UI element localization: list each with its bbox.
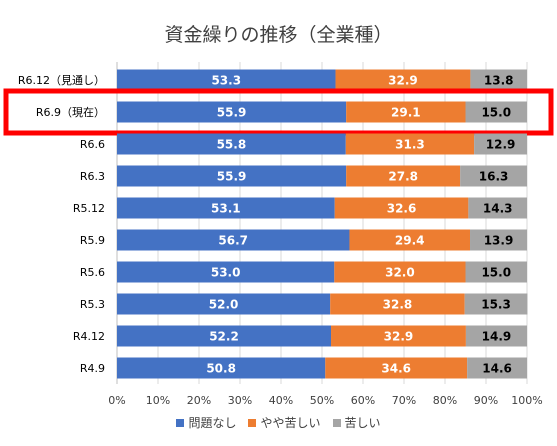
data-label: 31.3	[395, 138, 425, 152]
bar-segment	[334, 261, 466, 283]
bar-segment	[117, 133, 346, 155]
bar-segment	[349, 229, 471, 251]
data-label: 53.3	[211, 74, 241, 88]
bar-segment	[470, 69, 527, 91]
data-label: 56.7	[218, 234, 248, 248]
bar-segment	[474, 133, 527, 155]
data-label: 29.1	[391, 106, 421, 120]
x-tick-label: 80%	[433, 394, 457, 407]
bar-segment	[117, 101, 347, 123]
bar-segment	[330, 293, 465, 315]
data-label: 55.9	[217, 106, 247, 120]
bar-segment	[464, 293, 528, 315]
x-tick-label: 0%	[108, 394, 125, 407]
chart-title: 資金繰りの推移（全業種）	[164, 24, 393, 46]
data-label: 15.0	[481, 106, 511, 120]
legend-swatch	[248, 418, 257, 427]
data-label: 32.8	[383, 298, 413, 312]
bar-segment	[325, 357, 468, 379]
legend-label: 問題なし	[188, 416, 237, 430]
bar-segment	[117, 165, 347, 187]
data-label: 55.9	[217, 170, 247, 184]
data-label: 53.1	[211, 202, 241, 216]
bar-segment	[470, 229, 527, 251]
bar-segment	[346, 165, 461, 187]
legend-item: 問題なし	[176, 414, 236, 431]
bar-segment	[117, 197, 335, 219]
x-tick-label: 30%	[228, 394, 252, 407]
data-label: 52.2	[209, 330, 239, 344]
bar-segment	[467, 357, 527, 379]
bar-segment	[345, 133, 475, 155]
legend: 問題なし やや苦しい 苦しい	[0, 414, 557, 431]
x-tick-label: 60%	[351, 394, 375, 407]
category-label: R5.3	[80, 298, 105, 311]
data-label: 32.0	[385, 266, 415, 280]
legend-swatch	[332, 418, 341, 427]
bar-segment	[117, 69, 336, 91]
x-tick-label: 70%	[392, 394, 416, 407]
data-label: 15.3	[481, 298, 511, 312]
legend-label: 苦しい	[344, 416, 381, 430]
data-label: 27.8	[388, 170, 418, 184]
data-label: 29.4	[395, 234, 425, 248]
bar-segment	[460, 165, 527, 187]
data-label: 16.3	[479, 170, 509, 184]
x-tick-label: 20%	[187, 394, 211, 407]
data-label: 14.9	[482, 330, 512, 344]
category-label: R4.12	[73, 330, 105, 343]
data-label: 52.0	[209, 298, 239, 312]
category-label: R6.9（現在）	[36, 106, 105, 119]
category-label: R6.12（見通し）	[18, 74, 105, 87]
bar-segment	[117, 293, 331, 315]
data-label: 13.9	[484, 234, 514, 248]
bar-segment	[468, 197, 527, 219]
bar-segment	[465, 325, 527, 347]
data-label: 32.9	[388, 74, 418, 88]
data-label: 12.9	[486, 138, 516, 152]
bar-segment	[335, 69, 471, 91]
legend-item: やや苦しい	[248, 414, 321, 431]
data-label: 32.6	[387, 202, 417, 216]
data-label: 50.8	[206, 362, 236, 376]
data-label: 14.6	[482, 362, 512, 376]
bar-segment	[465, 261, 527, 283]
data-label: 32.9	[384, 330, 414, 344]
data-label: 15.0	[481, 266, 511, 280]
x-tick-label: 50%	[310, 394, 334, 407]
category-label: R5.9	[80, 234, 105, 247]
category-label: R5.12	[73, 202, 105, 215]
x-tick-label: 40%	[269, 394, 293, 407]
data-label: 14.3	[483, 202, 513, 216]
bar-segment	[334, 197, 469, 219]
category-label: R6.6	[80, 138, 105, 151]
data-label: 55.8	[217, 138, 247, 152]
x-tick-label: 10%	[146, 394, 170, 407]
x-tick-label: 100%	[511, 394, 542, 407]
highlight-box	[3, 88, 554, 136]
category-label: R4.9	[80, 362, 105, 375]
legend-swatch	[176, 418, 185, 427]
bar-segment	[117, 357, 326, 379]
bar-segment	[117, 261, 335, 283]
bar-segment	[346, 101, 466, 123]
bar-segment	[331, 325, 466, 347]
bar-segment	[465, 101, 527, 123]
category-label: R5.6	[80, 266, 105, 279]
data-label: 53.0	[211, 266, 241, 280]
data-label: 34.6	[381, 362, 411, 376]
bar-segment	[117, 229, 350, 251]
legend-label: やや苦しい	[260, 416, 321, 430]
x-tick-label: 90%	[474, 394, 498, 407]
legend-item: 苦しい	[332, 414, 381, 431]
category-label: R6.3	[80, 170, 105, 183]
data-label: 13.8	[484, 74, 514, 88]
bar-segment	[117, 325, 332, 347]
